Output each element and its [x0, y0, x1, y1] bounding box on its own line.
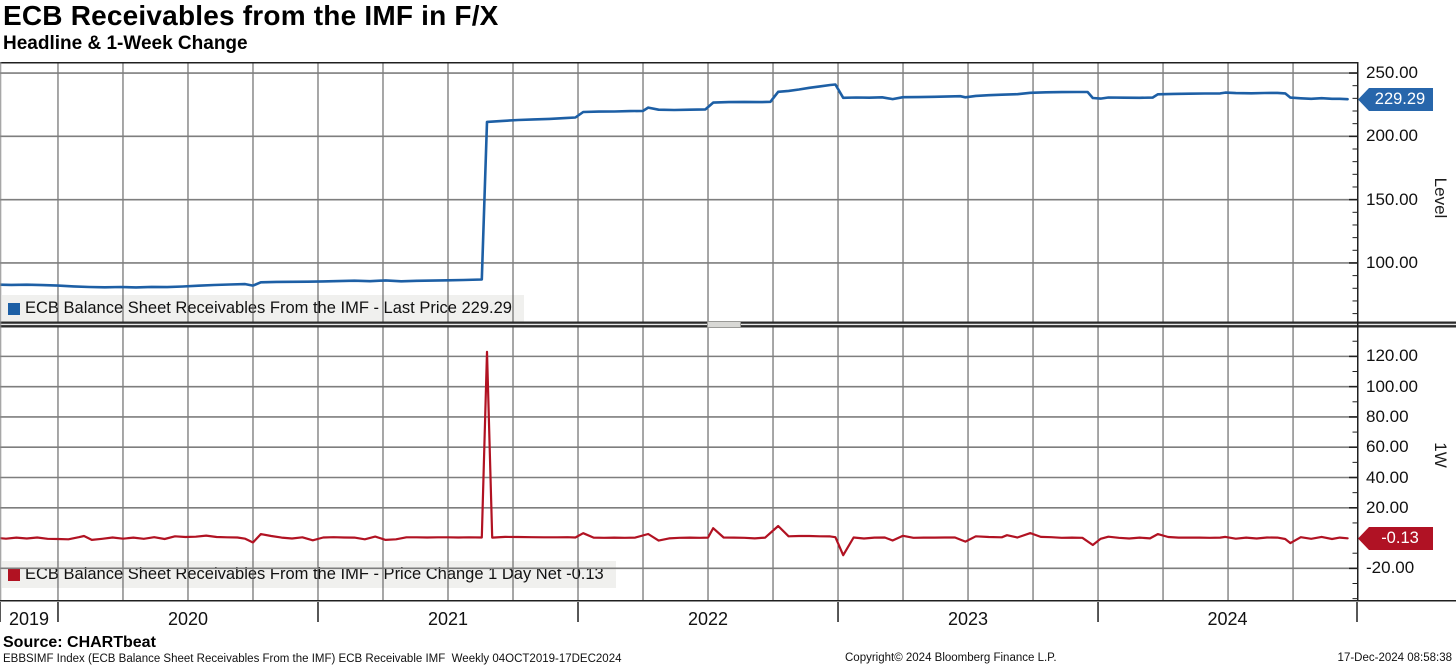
y-axis-tick-label: -20.00 [1366, 558, 1415, 578]
x-axis-year-label: 2021 [427, 609, 469, 629]
chart-subtitle: Headline & 1-Week Change [3, 33, 248, 54]
copyright-label: Copyright© 2024 Bloomberg Finance L.P. [845, 652, 1057, 664]
legend-change-series[interactable]: ECB Balance Sheet Receivables From the I… [2, 561, 616, 588]
level-series-line [0, 83, 1349, 289]
y-axis-title-1w: 1W [1431, 442, 1450, 468]
y-axis-tick-label: 250.00 [1366, 63, 1418, 83]
change-series-line [0, 350, 1349, 557]
timestamp-label: 17-Dec-2024 08:58:38 [1337, 652, 1452, 664]
y-axis-tick-label: 40.00 [1366, 467, 1409, 487]
page-title: ECB Receivables from the IMF in F/X [3, 0, 499, 31]
legend-change-label: ECB Balance Sheet Receivables From the I… [25, 565, 604, 583]
x-axis-year-label: 2023 [947, 609, 989, 629]
last-price-badge[interactable]: 229.29 [1358, 88, 1433, 111]
y-axis-tick-label: 60.00 [1366, 437, 1409, 457]
x-axis-year-label: 2019 [8, 609, 50, 629]
y-axis-title-level: Level [1431, 177, 1450, 219]
x-axis-year-label: 2020 [167, 609, 209, 629]
blue-series-marker-icon [8, 302, 20, 315]
x-axis-year-label: 2022 [687, 609, 729, 629]
y-axis-tick-label: 120.00 [1366, 346, 1418, 366]
y-axis-tick-label: 20.00 [1366, 497, 1409, 517]
y-axis-tick-label: 100.00 [1366, 252, 1418, 272]
index-description: EBBSIMF Index (ECB Balance Sheet Receiva… [3, 653, 622, 665]
y-axis-tick-label: 150.00 [1366, 189, 1418, 209]
x-axis-year-label: 2024 [1207, 609, 1248, 629]
source-label: Source: CHARTbeat [3, 634, 156, 651]
panel-resize-handle-icon[interactable] [707, 321, 741, 328]
legend-level-series[interactable]: ECB Balance Sheet Receivables From the I… [2, 295, 524, 322]
change-value-badge[interactable]: -0.13 [1358, 527, 1433, 550]
y-axis-tick-label: 200.00 [1366, 126, 1418, 146]
y-axis-tick-label: 100.00 [1366, 376, 1418, 396]
legend-level-label: ECB Balance Sheet Receivables From the I… [25, 299, 512, 317]
red-series-marker-icon [8, 568, 20, 581]
y-axis-tick-label: 80.00 [1366, 406, 1409, 426]
